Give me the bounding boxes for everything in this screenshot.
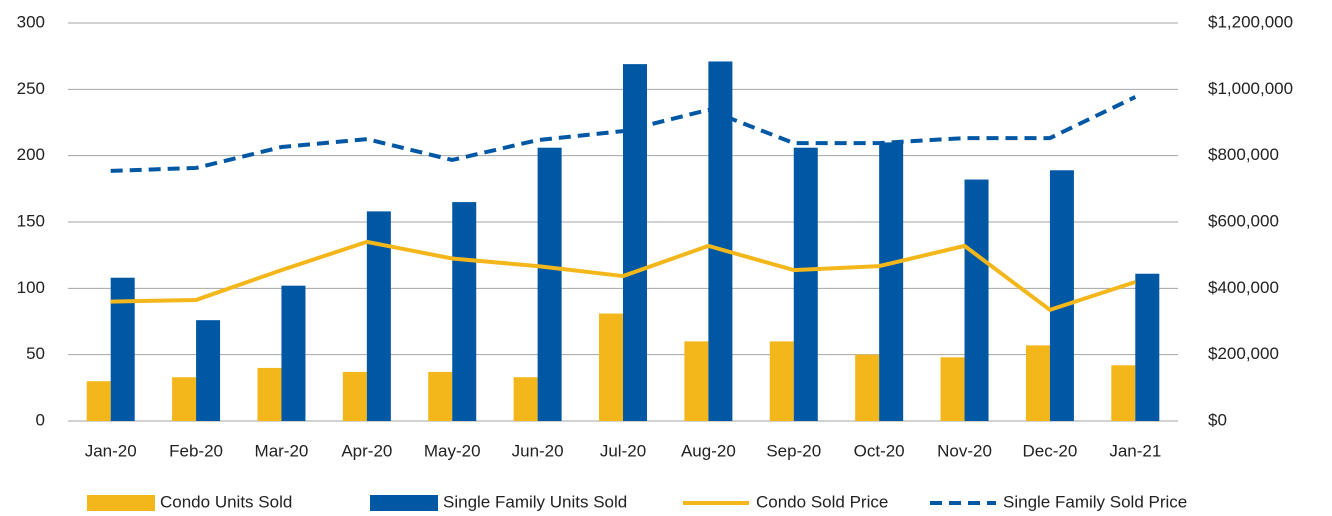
y-tick-label: 300 bbox=[17, 12, 45, 31]
bar bbox=[708, 61, 733, 422]
y-tick-label: 200 bbox=[17, 145, 45, 164]
y2-tick-label: $1,200,000 bbox=[1208, 12, 1293, 31]
bar bbox=[86, 381, 111, 421]
x-tick-label: Feb-20 bbox=[169, 441, 223, 460]
bar bbox=[879, 142, 904, 421]
bar bbox=[793, 147, 818, 421]
line-series bbox=[110, 239, 1136, 312]
bar bbox=[537, 147, 562, 421]
bar bbox=[1111, 365, 1136, 421]
x-tick-label: Mar-20 bbox=[255, 441, 309, 460]
line-series bbox=[110, 95, 1137, 173]
y-tick-label: 0 bbox=[36, 410, 45, 429]
y2-tick-label: $600,000 bbox=[1208, 211, 1279, 230]
bar bbox=[281, 285, 306, 421]
bar bbox=[342, 371, 367, 421]
y-tick-label: 50 bbox=[26, 344, 45, 363]
bar bbox=[684, 341, 709, 421]
bar bbox=[196, 320, 221, 421]
x-tick-label: Aug-20 bbox=[681, 441, 736, 460]
bar bbox=[599, 313, 623, 421]
y2-tick-label: $1,000,000 bbox=[1208, 79, 1293, 98]
y2-tick-label: $200,000 bbox=[1208, 344, 1279, 363]
bar bbox=[1049, 170, 1074, 421]
bar bbox=[623, 64, 647, 422]
legend-label: Condo Sold Price bbox=[756, 492, 888, 511]
bar bbox=[428, 371, 453, 421]
x-tick-label: Apr-20 bbox=[341, 441, 392, 460]
bar bbox=[257, 367, 282, 421]
legend-swatch bbox=[370, 495, 438, 511]
bar bbox=[1135, 273, 1160, 421]
y-tick-label: 100 bbox=[17, 278, 45, 297]
legend-label: Single Family Sold Price bbox=[1003, 492, 1187, 511]
x-tick-label: Oct-20 bbox=[854, 441, 905, 460]
x-tick-label: Jul-20 bbox=[600, 441, 646, 460]
legend-label: Condo Units Sold bbox=[160, 492, 292, 511]
x-tick-label: Jan-21 bbox=[1109, 441, 1161, 460]
y2-tick-label: $800,000 bbox=[1208, 145, 1279, 164]
y2-tick-label: $0 bbox=[1208, 410, 1227, 429]
x-tick-label: May-20 bbox=[424, 441, 481, 460]
y-tick-label: 250 bbox=[17, 79, 45, 98]
bar bbox=[172, 377, 197, 421]
bar bbox=[513, 377, 538, 421]
bar bbox=[855, 354, 880, 421]
y-tick-label: 150 bbox=[17, 211, 45, 230]
bar bbox=[452, 202, 477, 421]
bar bbox=[769, 341, 794, 421]
bar bbox=[940, 357, 965, 421]
x-tick-label: Sep-20 bbox=[766, 441, 821, 460]
x-tick-label: Nov-20 bbox=[937, 441, 992, 460]
x-tick-label: Jun-20 bbox=[512, 441, 564, 460]
legend-label: Single Family Units Sold bbox=[443, 492, 627, 511]
x-tick-label: Jan-20 bbox=[85, 441, 137, 460]
x-tick-label: Dec-20 bbox=[1023, 441, 1078, 460]
legend-swatch bbox=[87, 495, 155, 511]
bar bbox=[1025, 345, 1050, 421]
y2-tick-label: $400,000 bbox=[1208, 278, 1279, 297]
bar bbox=[964, 179, 989, 421]
